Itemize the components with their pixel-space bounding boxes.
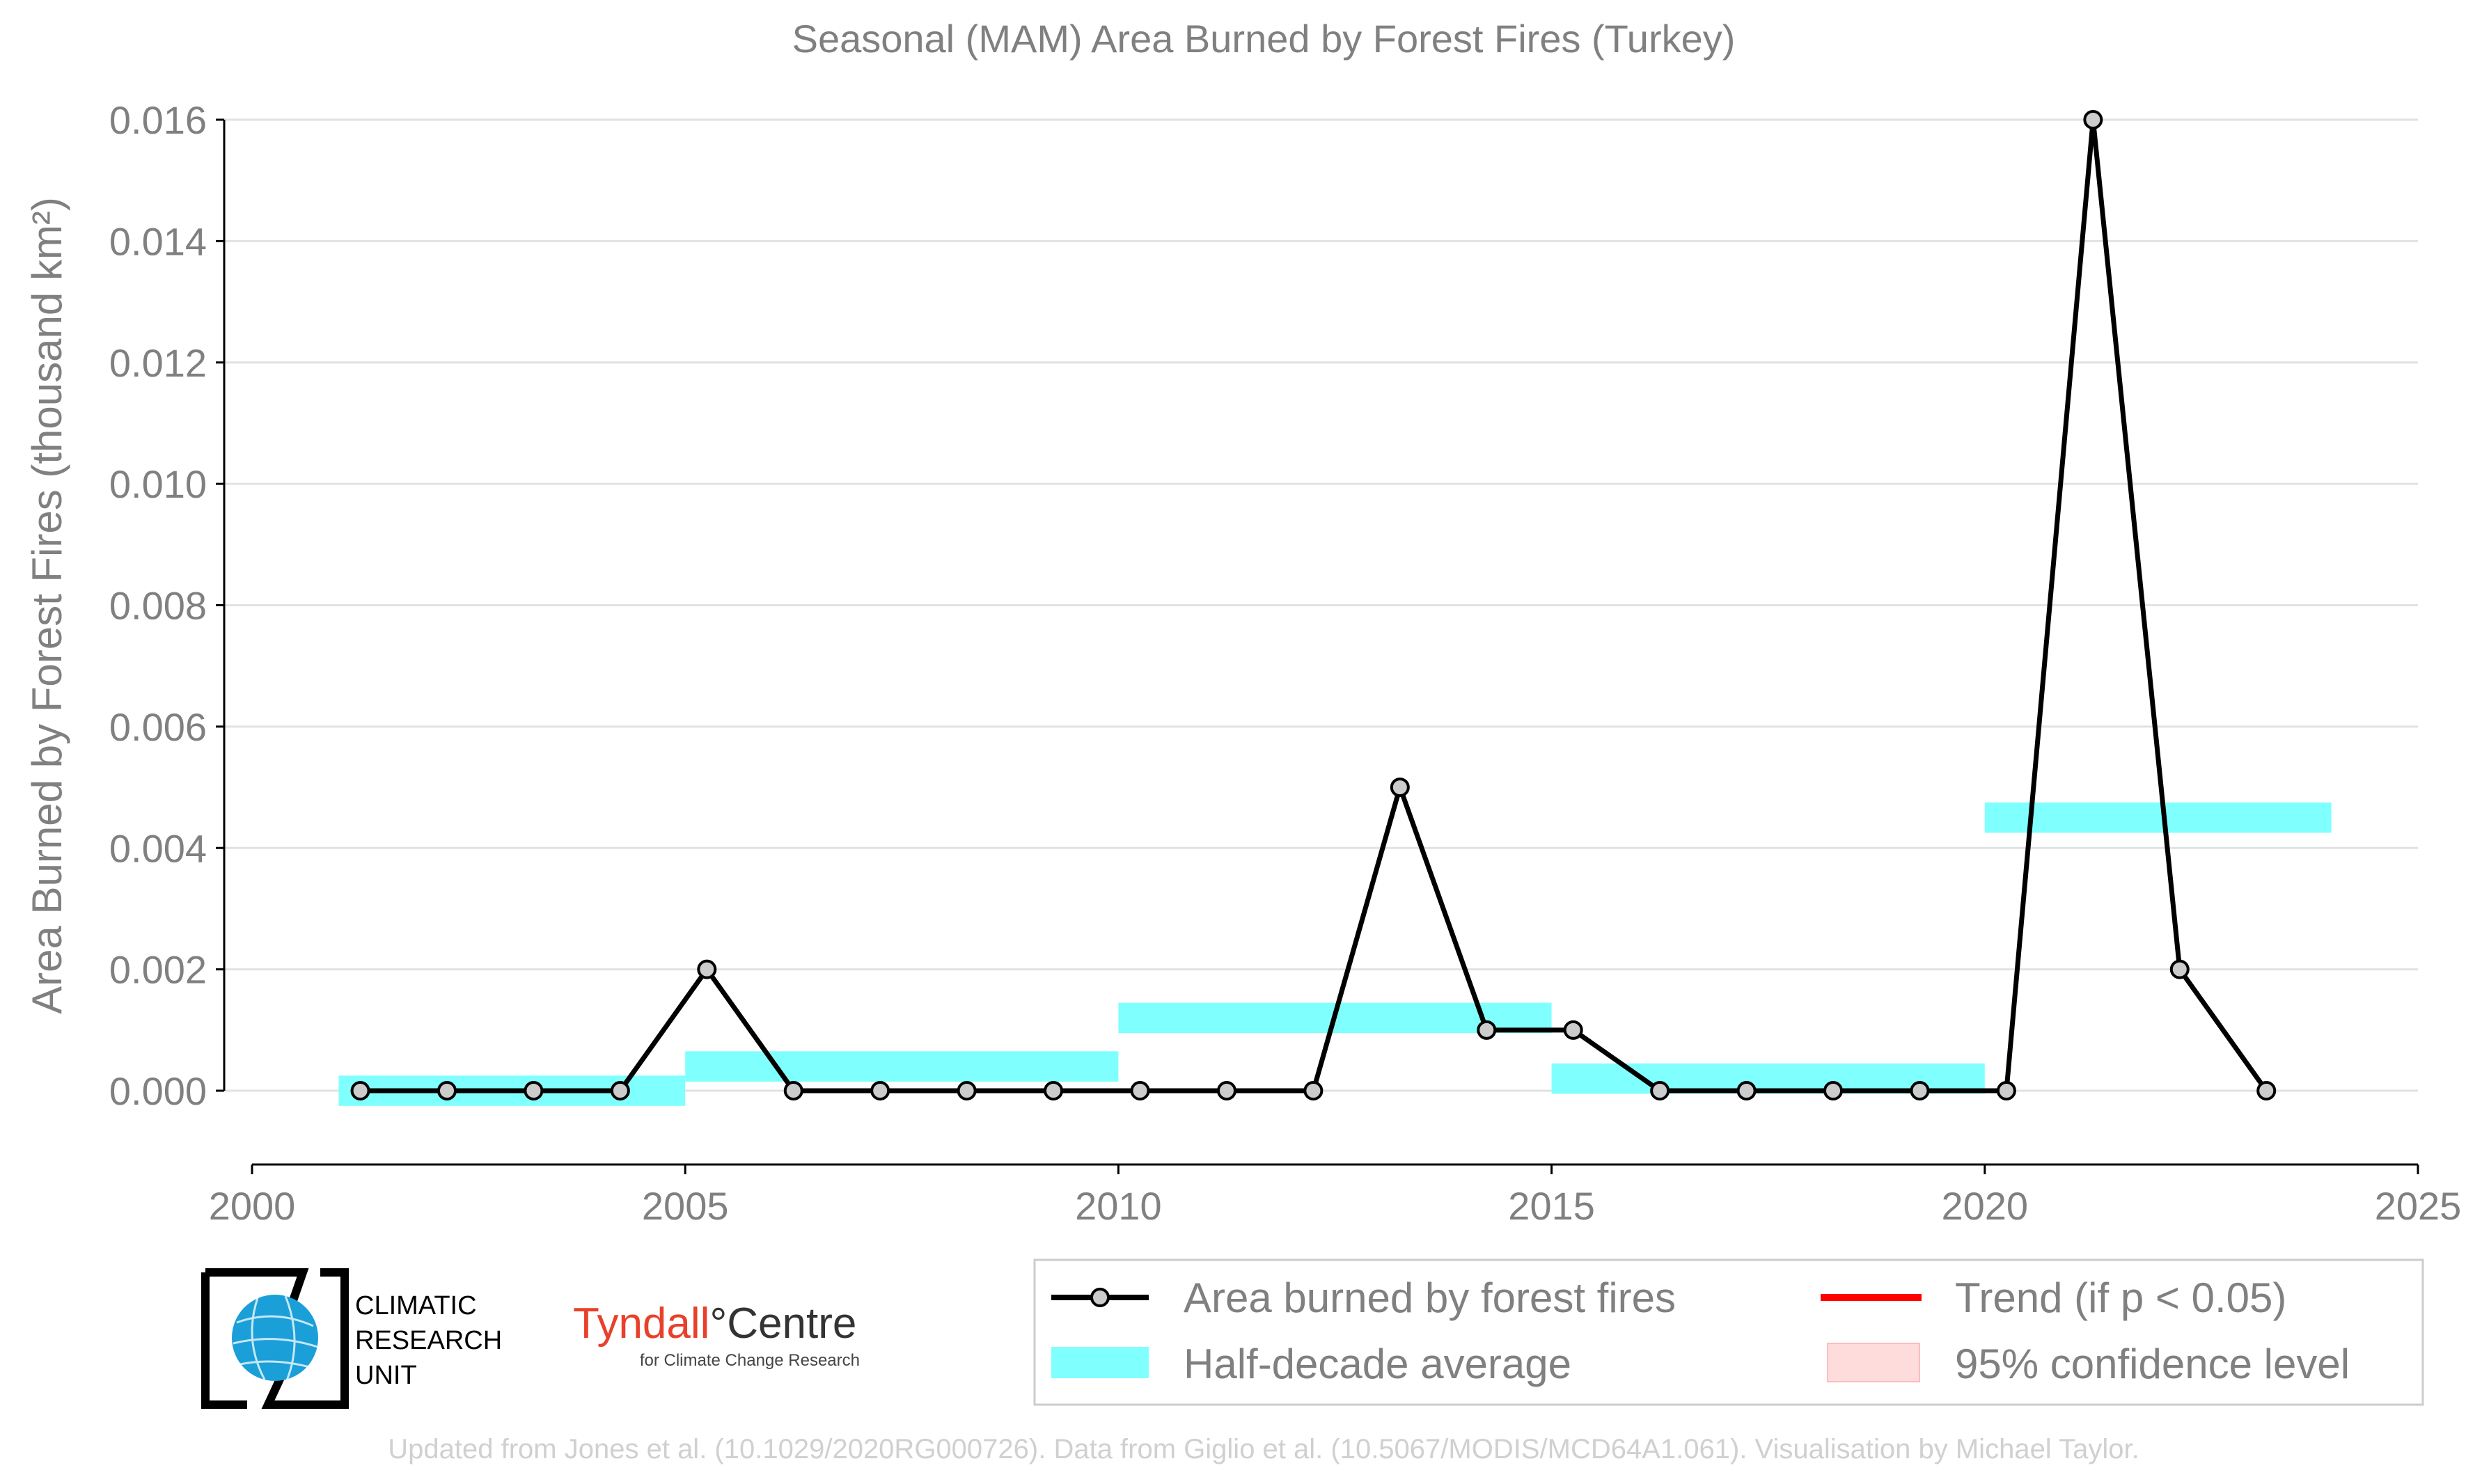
data-point <box>2083 110 2103 129</box>
cru-logo-line3: UNIT <box>355 1361 417 1390</box>
half-decade-bar <box>1984 802 2332 833</box>
tyndall-tagline: for Climate Change Research <box>640 1351 860 1370</box>
data-point <box>1390 777 1410 798</box>
data-point <box>2256 1081 2277 1100</box>
legend-box <box>1033 1258 2424 1406</box>
data-point <box>1216 1081 1236 1100</box>
data-point <box>524 1081 544 1100</box>
legend-label-confidence: 95% confidence level <box>1955 1341 2350 1387</box>
legend: Area burned by forest fires Trend (if p … <box>1033 1258 2424 1406</box>
data-point <box>1563 1020 1583 1040</box>
data-point <box>1044 1081 1064 1100</box>
tyndall-logo: Tyndall°Centre for Climate Change Resear… <box>573 1300 860 1370</box>
x-tick-label: 2020 <box>1942 1184 2029 1228</box>
tyndall-degree: ° <box>709 1300 727 1348</box>
cru-logo-line1: CLIMATIC <box>355 1291 477 1320</box>
data-point <box>610 1081 630 1100</box>
data-point <box>1823 1081 1844 1100</box>
cru-logo: CLIMATIC RESEARCH UNIT <box>201 1268 502 1409</box>
data-point <box>957 1081 977 1100</box>
data-point <box>870 1081 890 1100</box>
globe-icon <box>232 1295 318 1381</box>
x-tick-label: 2005 <box>642 1184 729 1228</box>
x-tick-label: 2010 <box>1075 1184 1162 1228</box>
data-point <box>350 1081 370 1100</box>
cru-logo-line2: RESEARCH <box>355 1326 502 1355</box>
legend-swatch-half-decade <box>1051 1347 1149 1378</box>
y-tick-label: 0.008 <box>109 584 207 628</box>
footer-credit: Updated from Jones et al. (10.1029/2020R… <box>388 1434 2139 1465</box>
data-point <box>1910 1081 1930 1100</box>
y-tick-label: 0.016 <box>109 98 207 142</box>
chart-title: Seasonal (MAM) Area Burned by Forest Fir… <box>792 17 1736 61</box>
data-point <box>1650 1081 1670 1100</box>
data-point <box>1736 1081 1757 1100</box>
grid-lines <box>224 118 2418 1092</box>
y-tick-label: 0.006 <box>109 705 207 749</box>
y-tick-label: 0.004 <box>109 826 207 870</box>
series-markers <box>350 110 2277 1100</box>
y-tick-label: 0.010 <box>109 462 207 506</box>
y-tick-label: 0.002 <box>109 948 207 992</box>
legend-label-half-decade: Half-decade average <box>1184 1341 1571 1387</box>
data-point <box>1996 1081 2016 1100</box>
data-point <box>1303 1081 1324 1100</box>
data-point <box>1477 1020 1497 1040</box>
x-ticks: 2000 2005 2010 2015 2020 2025 <box>209 1165 2462 1228</box>
legend-swatch-confidence <box>1827 1343 1920 1382</box>
legend-label-trend: Trend (if p < 0.05) <box>1955 1274 2286 1321</box>
globe-grid <box>233 1295 318 1381</box>
x-tick-label: 2025 <box>2375 1184 2462 1228</box>
y-tick-label: 0.000 <box>109 1069 207 1113</box>
legend-label-area-burned: Area burned by forest fires <box>1184 1274 1676 1321</box>
data-point <box>437 1081 457 1100</box>
svg-text:Tyndall°Centre: Tyndall°Centre <box>573 1300 856 1348</box>
data-point <box>1130 1081 1150 1100</box>
tyndall-name-part2: Centre <box>727 1300 856 1348</box>
data-point <box>697 959 717 979</box>
y-tick-label: 0.012 <box>109 341 207 385</box>
data-point <box>2169 959 2190 979</box>
half-decade-bar <box>685 1051 1119 1082</box>
legend-marker-area-burned <box>1090 1288 1110 1307</box>
x-tick-label: 2015 <box>1508 1184 1595 1228</box>
data-point <box>783 1081 803 1100</box>
y-tick-label: 0.014 <box>109 219 207 263</box>
y-ticks: 0.000 0.002 0.004 0.006 0.008 0.010 0.012 0.014… <box>109 98 224 1113</box>
x-tick-label: 2000 <box>209 1184 296 1228</box>
tyndall-name-part1: Tyndall <box>573 1300 709 1348</box>
y-axis-label: Area Burned by Forest Fires (thousand km… <box>24 197 70 1014</box>
